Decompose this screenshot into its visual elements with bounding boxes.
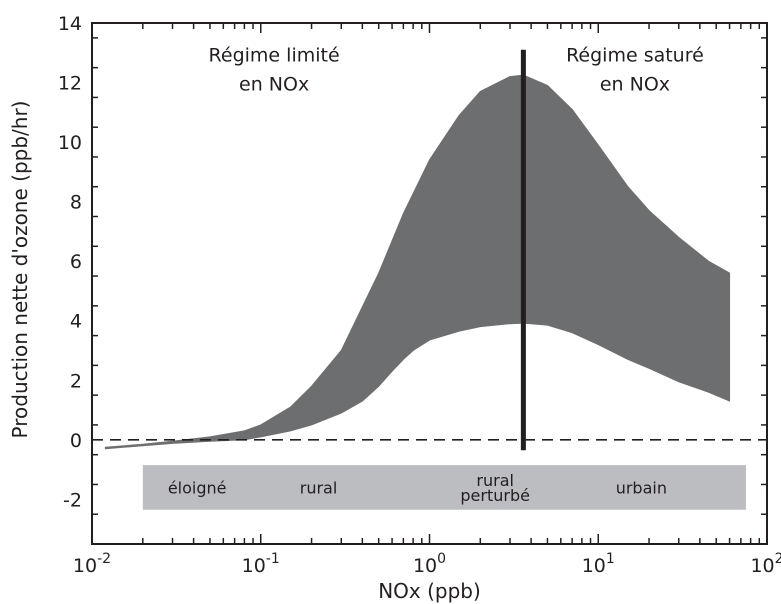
y-tick-label: 6 xyxy=(70,251,82,273)
y-tick-label: 2 xyxy=(70,370,82,392)
y-tick-label: -2 xyxy=(63,489,82,511)
environment-label: éloigné xyxy=(168,478,227,497)
x-tick-exponent: 0 xyxy=(437,551,446,567)
reference-line-layer xyxy=(92,49,767,451)
x-tick-exponent: 1 xyxy=(606,551,615,567)
environment-label: rural xyxy=(300,478,338,497)
x-tick-exponent: 2 xyxy=(775,551,781,567)
x-tick-base: 10 xyxy=(73,555,97,577)
x-tick-label: 101 xyxy=(582,551,615,577)
y-tick-label: 4 xyxy=(70,311,82,333)
environment-label: perturbé xyxy=(460,486,530,505)
environment-bar-layer xyxy=(142,465,746,510)
environment-label: urbain xyxy=(616,478,667,497)
y-tick-label: 14 xyxy=(58,13,82,35)
x-tick-exponent: -2 xyxy=(97,551,111,567)
regime-label: en NOx xyxy=(600,74,670,96)
band-layer xyxy=(104,74,731,450)
ozone-production-band xyxy=(104,74,731,450)
y-tick-label: 10 xyxy=(58,132,82,154)
x-tick-base: 10 xyxy=(413,555,437,577)
x-tick-label: 102 xyxy=(750,551,781,577)
x-tick-base: 10 xyxy=(242,555,266,577)
environment-label: rural xyxy=(476,471,514,490)
x-tick-label: 10-1 xyxy=(242,551,280,577)
axes-layer xyxy=(91,22,768,545)
environment-bar xyxy=(142,465,746,510)
regime-label: Régime limité xyxy=(209,45,340,67)
x-tick-label: 100 xyxy=(413,551,446,577)
y-tick-label: 12 xyxy=(58,73,82,95)
x-axis-title: NOx (ppb) xyxy=(378,579,481,603)
x-tick-base: 10 xyxy=(582,555,606,577)
y-tick-label: 8 xyxy=(70,192,82,214)
y-axis-title: Production nette d'ozone (ppb/hr) xyxy=(8,101,32,439)
regime-label: Régime saturé xyxy=(566,45,704,67)
regime-label: en NOx xyxy=(239,74,309,96)
x-tick-base: 10 xyxy=(750,555,774,577)
x-tick-label: 10-2 xyxy=(73,551,111,577)
y-tick-label: 0 xyxy=(70,430,82,452)
x-tick-exponent: -1 xyxy=(266,551,280,567)
